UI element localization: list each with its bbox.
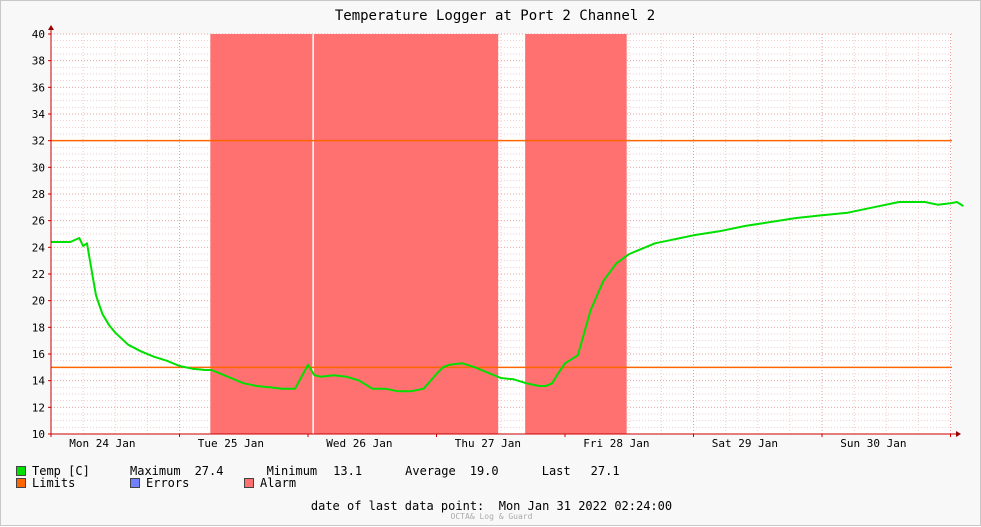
x-tick-label: Mon 24 Jan (69, 437, 135, 450)
average-value: 19.0 (469, 464, 499, 478)
x-tick-label: Tue 25 Jan (198, 437, 264, 450)
y-tick-label: 26 (32, 215, 45, 228)
y-axis-arrow (48, 25, 54, 30)
y-tick-label: 34 (32, 108, 46, 121)
last-value: 27.1 (590, 464, 620, 478)
y-tick-label: 38 (32, 55, 45, 68)
date-label: date of last data point: (310, 499, 485, 513)
x-tick-label: Sat 29 Jan (712, 437, 778, 450)
last-label: Last (541, 464, 571, 478)
date-value: Mon Jan 31 2022 02:24:00 (498, 499, 673, 513)
limits-swatch (16, 478, 26, 488)
maximum-label: Maximum (130, 464, 181, 478)
y-tick-label: 18 (32, 321, 45, 334)
y-tick-label: 12 (32, 401, 45, 414)
legend-row-temp: Temp [C] Maximum 27.4 Minimum 13.1 Avera… (16, 464, 620, 478)
legend-temp-label: Temp [C] (32, 464, 90, 478)
minimum-label: Minimum (266, 464, 318, 478)
x-tick-label: Sun 30 Jan (840, 437, 906, 450)
last-data-point: date of last data point: Mon Jan 31 2022… (1, 499, 981, 513)
y-tick-label: 16 (32, 348, 45, 361)
x-axis-arrow (956, 431, 961, 437)
y-tick-label: 24 (32, 241, 46, 254)
y-tick-label: 20 (32, 295, 45, 308)
temp-series-line (51, 201, 964, 393)
errors-swatch (130, 478, 140, 488)
alarm-range (210, 34, 499, 434)
y-tick-label: 14 (32, 375, 46, 388)
y-tick-label: 30 (32, 161, 45, 174)
y-tick-label: 32 (32, 135, 45, 148)
legend-errors-label: Errors (146, 476, 190, 490)
average-label: Average (405, 464, 456, 478)
legend-row-limits: Limits Errors Alarm (16, 476, 296, 490)
chart-title: Temperature Logger at Port 2 Channel 2 (335, 8, 655, 24)
x-tick-label: Wed 26 Jan (326, 437, 392, 450)
brand-watermark: OCTA& Log & Guard (450, 512, 533, 521)
y-tick-label: 22 (32, 268, 45, 281)
alarm-range (525, 34, 627, 434)
legend-alarm-label: Alarm (260, 476, 297, 490)
y-tick-label: 28 (32, 188, 45, 201)
temp-swatch (16, 466, 26, 476)
maximum-value: 27.4 (194, 464, 224, 478)
x-tick-label: Thu 27 Jan (455, 437, 521, 450)
y-tick-label: 10 (32, 428, 45, 441)
minimum-value: 13.1 (333, 464, 363, 478)
y-tick-label: 36 (32, 81, 45, 94)
legend-limits-label: Limits (32, 476, 76, 490)
x-tick-label: Fri 28 Jan (583, 437, 649, 450)
alarm-swatch (244, 478, 254, 488)
y-tick-label: 40 (32, 28, 45, 41)
